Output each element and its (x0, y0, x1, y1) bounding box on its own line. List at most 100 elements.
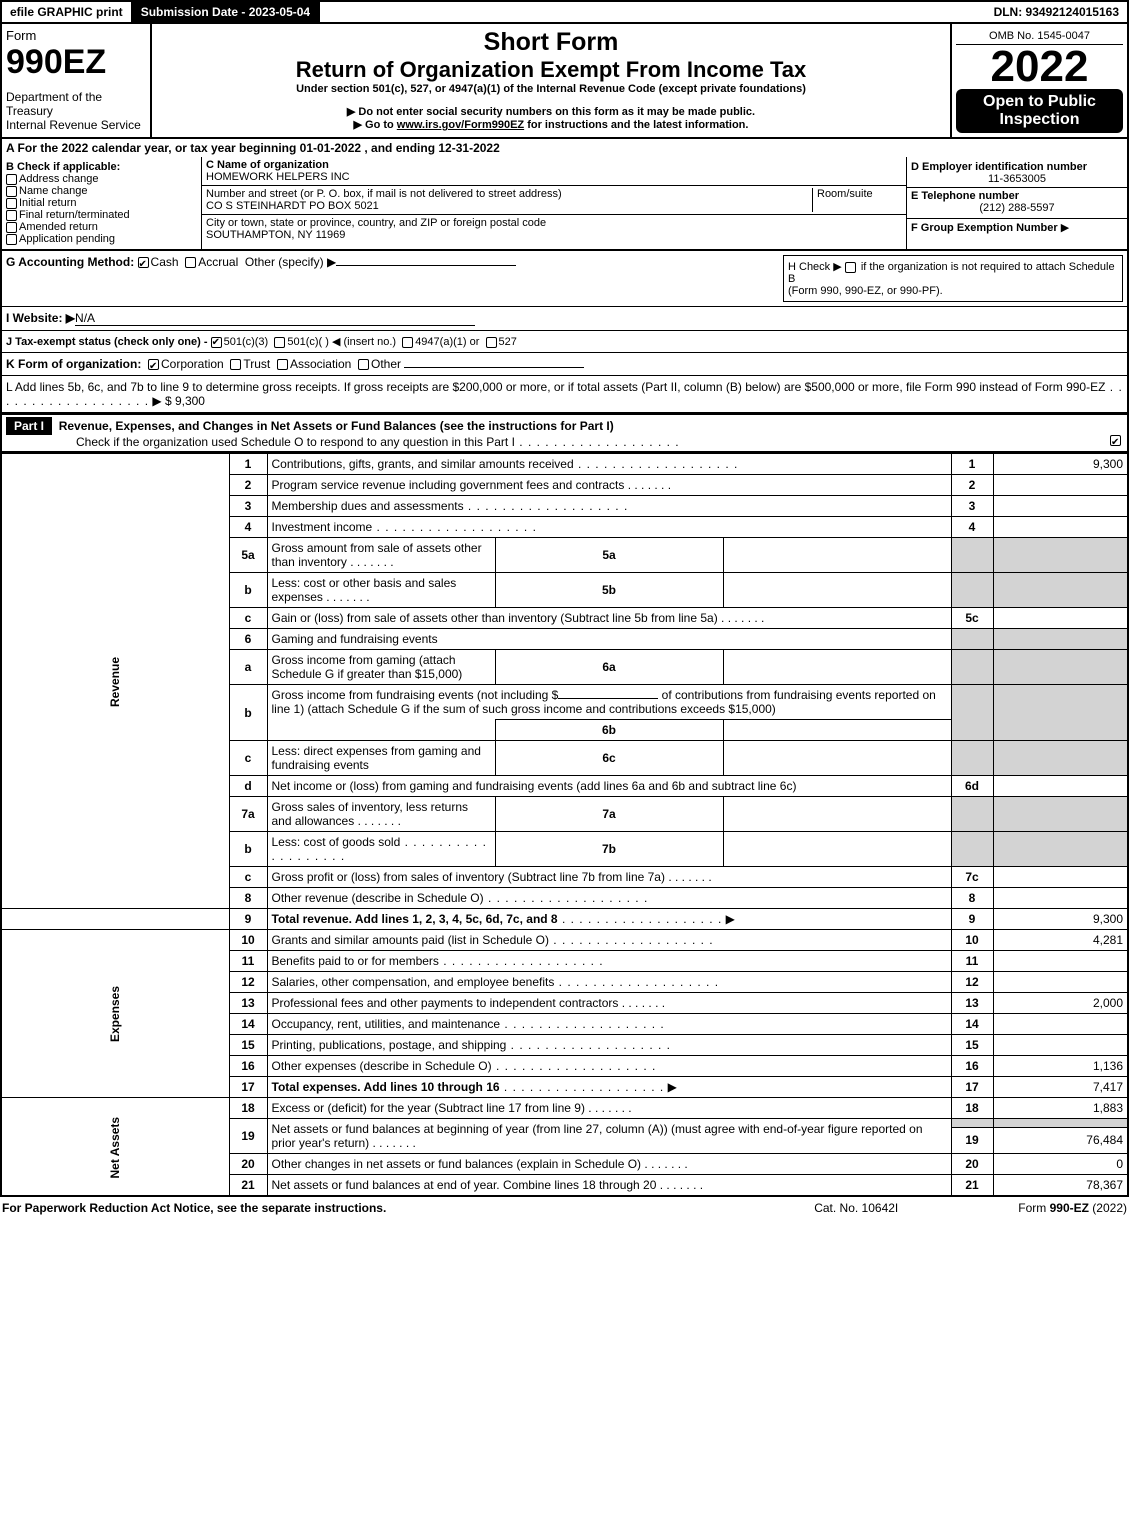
chk-other-org[interactable] (358, 359, 369, 370)
line-6-text: Gaming and fundraising events (267, 629, 951, 650)
top-bar: efile GRAPHIC print Submission Date - 20… (0, 0, 1129, 24)
chk-h[interactable] (845, 262, 856, 273)
line-13-text: Professional fees and other payments to … (272, 996, 619, 1010)
line-17-amt: 7,417 (993, 1077, 1128, 1098)
line-16-amt: 1,136 (993, 1056, 1128, 1077)
footer-catno: Cat. No. 10642I (814, 1201, 898, 1215)
line-a: A For the 2022 calendar year, or tax yea… (0, 139, 1129, 157)
group-exemption-label: F Group Exemption Number (911, 222, 1058, 234)
line-5c-text: Gain or (loss) from sale of assets other… (272, 611, 718, 625)
line-2-text: Program service revenue including govern… (272, 478, 625, 492)
chk-4947[interactable] (402, 337, 413, 348)
chk-app-pending[interactable] (6, 234, 17, 245)
other-specify-line[interactable] (336, 265, 516, 266)
row-k: K Form of organization: Corporation Trus… (0, 353, 1129, 376)
city-value: SOUTHAMPTON, NY 11969 (206, 229, 345, 241)
line-6d-text: Net income or (loss) from gaming and fun… (267, 776, 951, 797)
line-10-amt: 4,281 (993, 930, 1128, 951)
b-label: B Check if applicable: (6, 161, 120, 173)
chk-501c3[interactable] (211, 337, 222, 348)
submission-date: Submission Date - 2023-05-04 (133, 2, 320, 22)
line-1-text: Contributions, gifts, grants, and simila… (272, 457, 574, 471)
chk-corp[interactable] (148, 359, 159, 370)
chk-501c[interactable] (274, 337, 285, 348)
org-name: HOMEWORK HELPERS INC (206, 171, 350, 183)
chk-address-change[interactable] (6, 174, 17, 185)
box-h: H Check ▶ if the organization is not req… (783, 255, 1123, 302)
netassets-label: Net Assets (1, 1098, 229, 1197)
chk-527[interactable] (486, 337, 497, 348)
line-14-text: Occupancy, rent, utilities, and maintena… (272, 1017, 501, 1031)
row-g: H Check ▶ if the organization is not req… (0, 251, 1129, 307)
lines-table: Revenue 1 Contributions, gifts, grants, … (0, 453, 1129, 1197)
line-7c-text: Gross profit or (loss) from sales of inv… (272, 870, 665, 884)
form-number: 990EZ (6, 43, 146, 82)
line-8-text: Other revenue (describe in Schedule O) (272, 891, 484, 905)
part-i-desc: Revenue, Expenses, and Changes in Net As… (59, 419, 614, 433)
dept-treasury: Department of the Treasury (6, 90, 146, 118)
chk-amended[interactable] (6, 222, 17, 233)
street-value: CO S STEINHARDT PO BOX 5021 (206, 200, 379, 212)
street-label: Number and street (or P. O. box, if mail… (206, 188, 562, 200)
phone-label: E Telephone number (911, 190, 1019, 202)
line-6a-text: Gross income from gaming (attach Schedul… (267, 650, 495, 685)
tax-year: 2022 (956, 45, 1123, 89)
part-i-label: Part I (6, 417, 52, 435)
dept-irs: Internal Revenue Service (6, 118, 146, 132)
title-main: Return of Organization Exempt From Incom… (156, 57, 946, 83)
chk-cash[interactable] (138, 257, 149, 268)
phone-value: (212) 288-5597 (911, 202, 1123, 214)
line-7b-text: Less: cost of goods sold (272, 835, 401, 849)
g-label: G Accounting Method: (6, 255, 134, 269)
identity-block: B Check if applicable: Address change Na… (0, 157, 1129, 251)
col-c-name-address: C Name of organizationHOMEWORK HELPERS I… (202, 157, 907, 249)
chk-final-return[interactable] (6, 210, 17, 221)
chk-assoc[interactable] (277, 359, 288, 370)
subtitle: Under section 501(c), 527, or 4947(a)(1)… (156, 83, 946, 95)
line-9-text: Total revenue. Add lines 1, 2, 3, 4, 5c,… (272, 912, 558, 926)
col-b-checkboxes: B Check if applicable: Address change Na… (2, 157, 202, 249)
ssn-warning: Do not enter social security numbers on … (156, 105, 946, 118)
footer-right: Form 990-EZ (2022) (1018, 1201, 1127, 1215)
ein-value: 11-3653005 (911, 173, 1123, 185)
revenue-label: Revenue (1, 454, 229, 909)
expenses-label: Expenses (1, 930, 229, 1098)
form-word: Form (6, 28, 146, 43)
line-19-amt: 76,484 (993, 1127, 1128, 1153)
footer-left: For Paperwork Reduction Act Notice, see … (2, 1201, 814, 1215)
chk-schedule-o[interactable] (1110, 435, 1121, 446)
col-d-ein-phone: D Employer identification number 11-3653… (907, 157, 1127, 249)
chk-name-change[interactable] (6, 186, 17, 197)
j-label: J Tax-exempt status (check only one) - (6, 336, 208, 348)
irs-link[interactable]: www.irs.gov/Form990EZ (397, 119, 524, 131)
city-label: City or town, state or province, country… (206, 217, 546, 229)
line-17-text: Total expenses. Add lines 10 through 16 (272, 1080, 500, 1094)
row-l: L Add lines 5b, 6c, and 7b to line 9 to … (0, 376, 1129, 414)
chk-trust[interactable] (230, 359, 241, 370)
open-public-inspection: Open to Public Inspection (956, 89, 1123, 133)
line-6b-text1: Gross income from fundraising events (no… (272, 688, 559, 702)
part-i-check-text: Check if the organization used Schedule … (6, 435, 515, 449)
line-3-text: Membership dues and assessments (272, 499, 464, 513)
line-12-text: Salaries, other compensation, and employ… (272, 975, 555, 989)
line-9-amt: 9,300 (993, 909, 1128, 930)
ein-label: D Employer identification number (911, 161, 1087, 173)
line-18-amt: 1,883 (993, 1098, 1128, 1119)
title-short-form: Short Form (156, 28, 946, 57)
line-11-text: Benefits paid to or for members (272, 954, 439, 968)
page-footer: For Paperwork Reduction Act Notice, see … (0, 1197, 1129, 1215)
line-16-text: Other expenses (describe in Schedule O) (272, 1059, 492, 1073)
chk-accrual[interactable] (185, 257, 196, 268)
k-label: K Form of organization: (6, 357, 141, 371)
line-13-amt: 2,000 (993, 993, 1128, 1014)
line-4-text: Investment income (272, 520, 373, 534)
chk-initial-return[interactable] (6, 198, 17, 209)
line-10-text: Grants and similar amounts paid (list in… (272, 933, 549, 947)
dln-label: DLN: 93492124015163 (986, 2, 1127, 22)
line-20-text: Other changes in net assets or fund bala… (272, 1157, 642, 1171)
part-i-header: Part I Revenue, Expenses, and Changes in… (0, 414, 1129, 453)
line-20-amt: 0 (993, 1154, 1128, 1175)
line-18-text: Excess or (deficit) for the year (Subtra… (272, 1101, 585, 1115)
efile-print-button[interactable]: efile GRAPHIC print (2, 2, 133, 22)
line-15-text: Printing, publications, postage, and shi… (272, 1038, 507, 1052)
